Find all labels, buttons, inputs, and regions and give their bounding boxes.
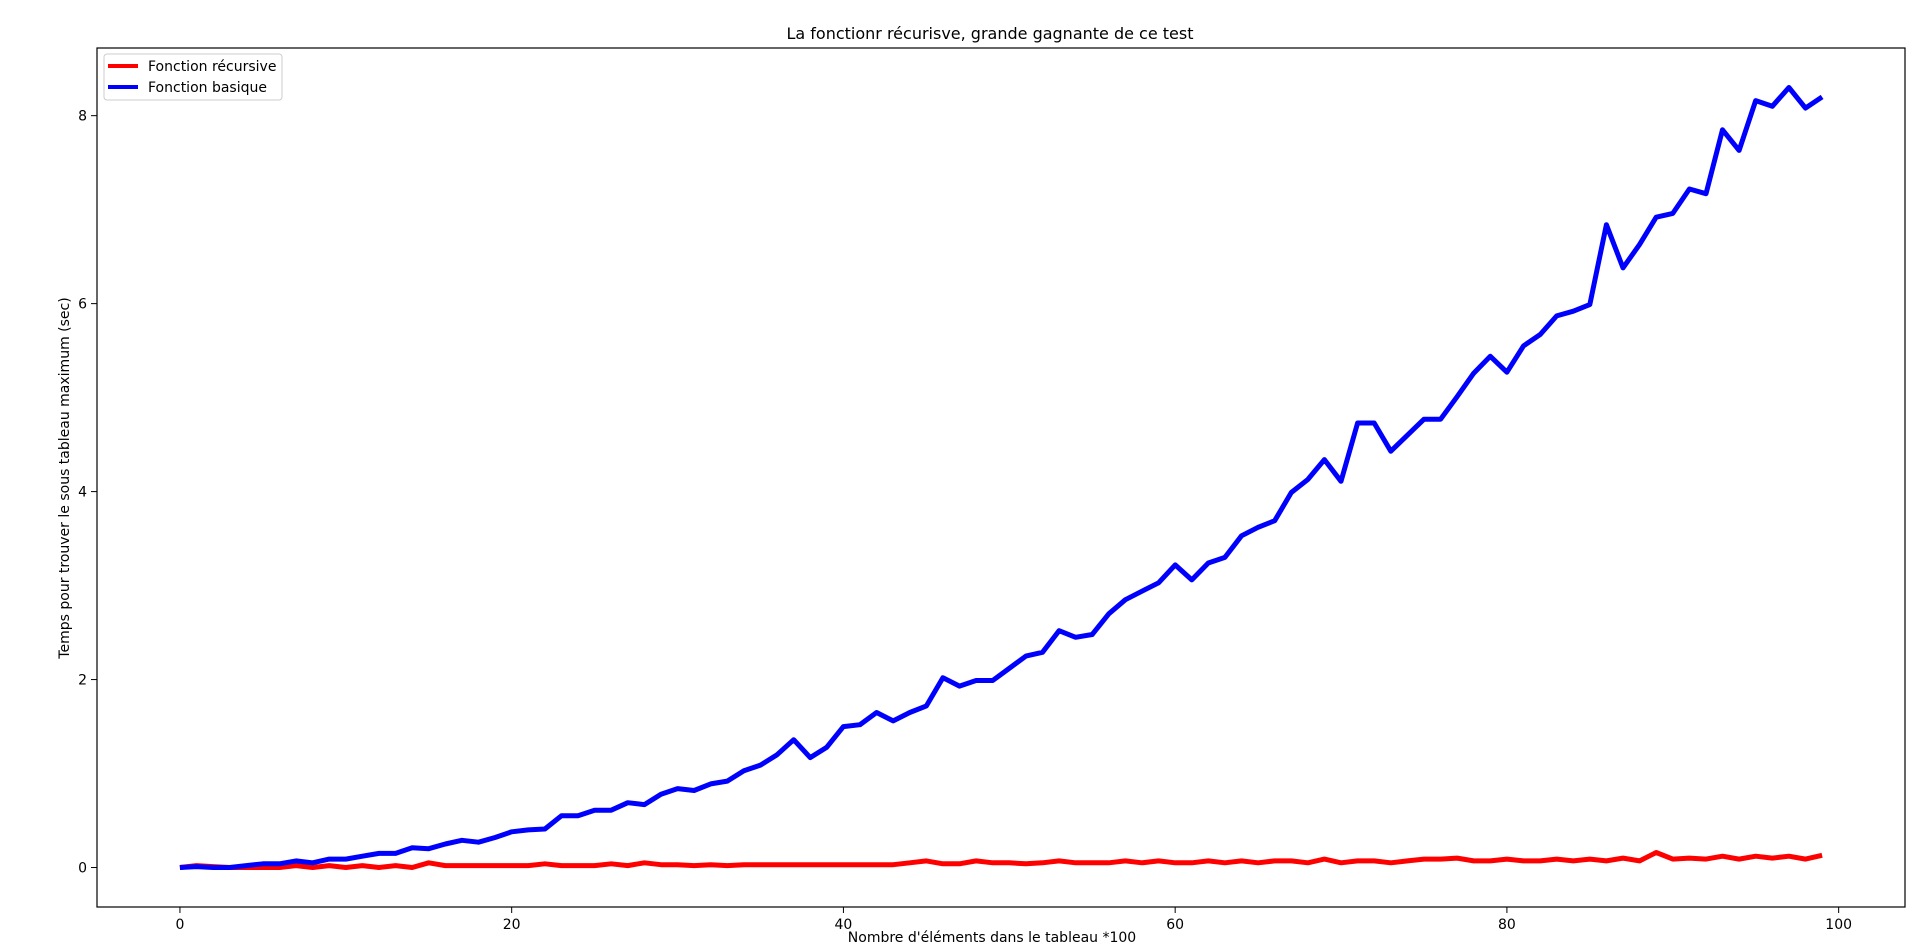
legend-label-recursive: Fonction récursive — [148, 59, 276, 75]
y-tick-label: 8 — [78, 109, 87, 125]
x-axis-label: Nombre d'éléments dans le tableau *100 — [848, 930, 1136, 946]
legend-label-basic: Fonction basique — [148, 80, 267, 96]
y-axis-label: Temps pour trouver le sous tableau maxim… — [57, 297, 73, 659]
x-tick-label: 0 — [175, 917, 184, 933]
legend: Fonction récursive Fonction basique — [103, 53, 283, 101]
y-tick-label: 6 — [78, 297, 87, 313]
series-line-basic — [179, 85, 1824, 870]
y-axis-ticks: 0 2 4 6 8 — [78, 109, 97, 877]
x-axis-ticks: 0 20 40 60 80 100 — [175, 907, 1852, 933]
y-tick-label: 2 — [78, 673, 87, 689]
series-line-recursive — [179, 850, 1823, 870]
x-tick-label: 80 — [1498, 917, 1516, 933]
legend-box — [103, 53, 283, 101]
series-lines — [179, 85, 1824, 870]
x-tick-label: 20 — [503, 917, 521, 933]
y-tick-label: 0 — [78, 861, 87, 877]
x-tick-label: 60 — [1166, 917, 1184, 933]
y-tick-label: 4 — [78, 485, 87, 501]
x-tick-label: 100 — [1825, 917, 1852, 933]
x-tick-label: 40 — [835, 917, 853, 933]
chart-title: La fonctionr récurisve, grande gagnante … — [786, 24, 1193, 43]
plot-area-frame — [96, 47, 1906, 908]
